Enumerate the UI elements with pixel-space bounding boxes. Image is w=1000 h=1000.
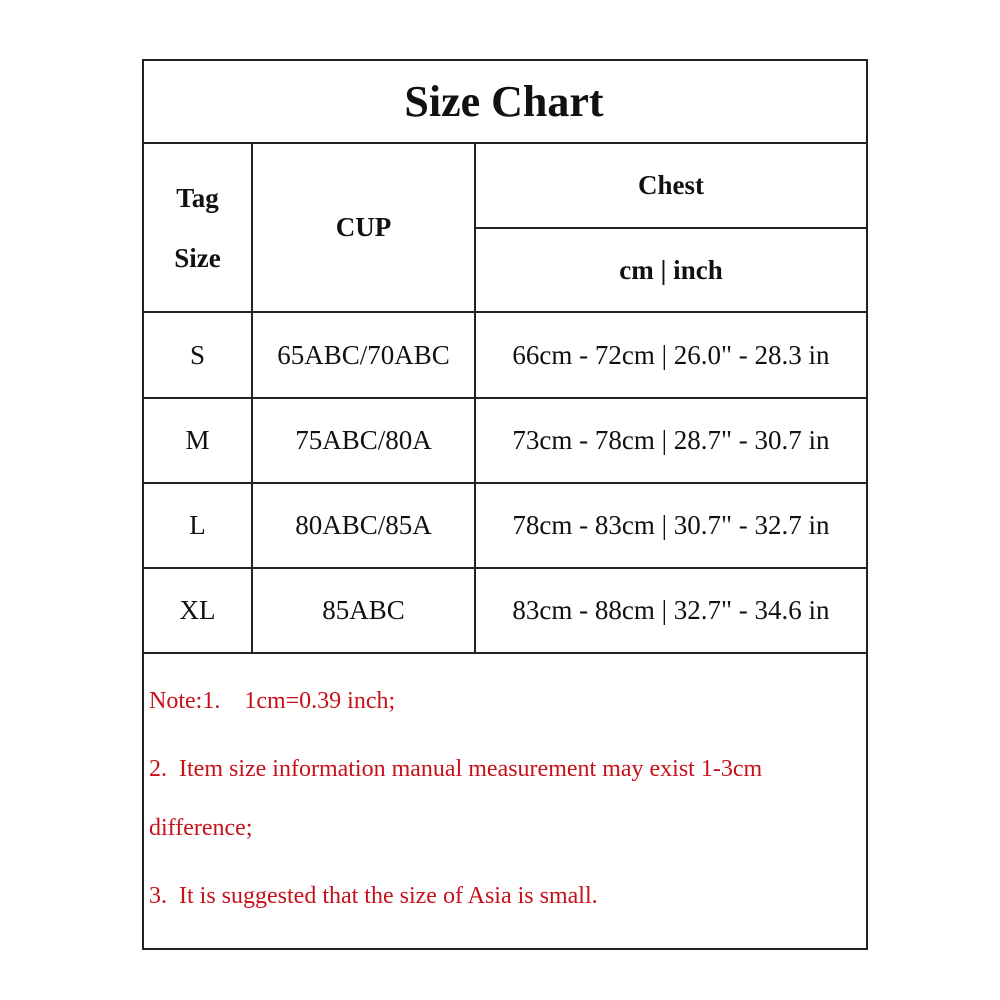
size-chart-table xyxy=(142,59,868,950)
divider xyxy=(142,567,866,569)
row-chest: 78cm - 83cm | 30.7" - 32.7 in xyxy=(512,510,830,540)
row-cup: 80ABC/85A xyxy=(295,510,432,540)
header-cup: CUP xyxy=(335,212,392,242)
row-size: S xyxy=(189,339,206,370)
row-size: L xyxy=(189,510,206,540)
row-chest: 66cm - 72cm | 26.0" - 28.3 in xyxy=(512,339,830,370)
divider xyxy=(251,142,253,654)
divider xyxy=(142,142,866,144)
divider xyxy=(142,311,866,313)
divider xyxy=(474,142,476,654)
row-chest: 73cm - 78cm | 28.7" - 30.7 in xyxy=(512,425,830,455)
divider xyxy=(475,227,866,229)
row-cup: 85ABC xyxy=(322,595,405,625)
divider xyxy=(142,652,866,654)
note-1: Note:1. 1cm=0.39 inch; xyxy=(149,688,396,714)
header-tag-size-line2: Size xyxy=(174,242,221,273)
row-cup: 75ABC/80A xyxy=(295,425,432,455)
row-size: XL xyxy=(179,595,216,625)
divider xyxy=(142,397,866,399)
header-tag-size-line1: Tag xyxy=(176,182,219,213)
page-title: Size Chart xyxy=(404,77,604,126)
divider xyxy=(142,482,866,484)
row-size: M xyxy=(185,425,210,455)
header-chest-units: cm | inch xyxy=(619,254,723,285)
row-cup: 65ABC/70ABC xyxy=(277,339,450,370)
header-chest: Chest xyxy=(638,170,704,200)
row-chest: 83cm - 88cm | 32.7" - 34.6 in xyxy=(512,595,830,625)
note-2-continued: difference; xyxy=(149,815,253,841)
note-2: 2. Item size information manual measurem… xyxy=(149,756,763,782)
note-3: 3. It is suggested that the size of Asia… xyxy=(149,883,598,909)
header-tag-size: Tag Size xyxy=(144,144,251,311)
